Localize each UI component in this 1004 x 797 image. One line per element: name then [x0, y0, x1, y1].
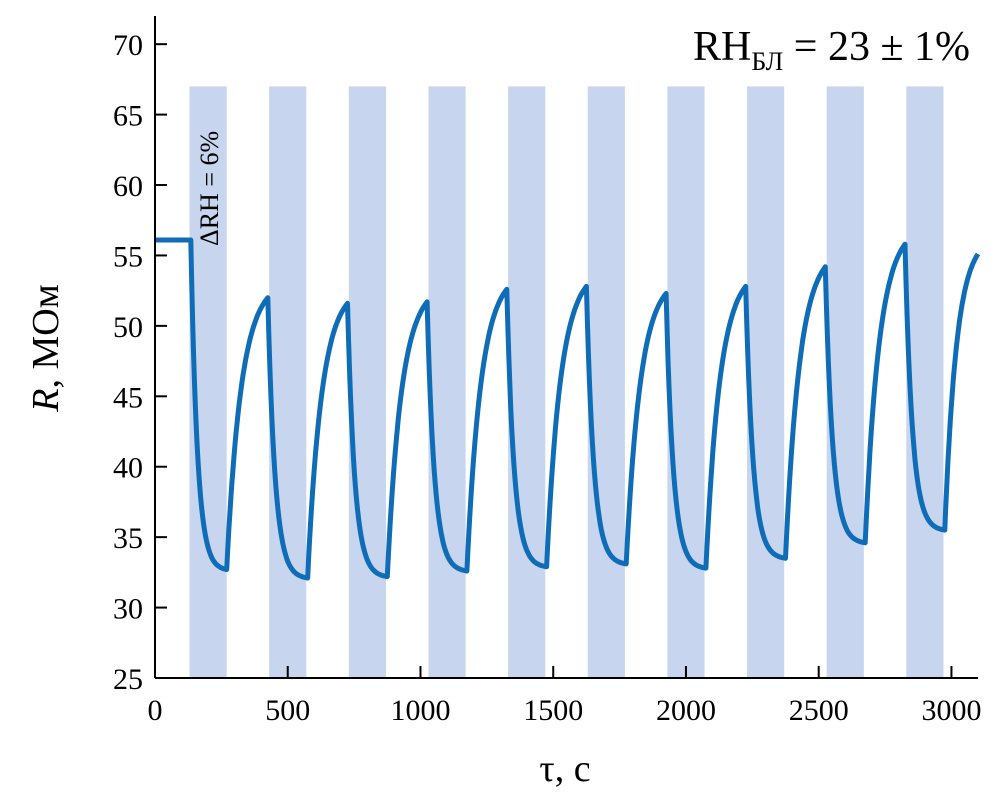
y-tick-label-55: 55: [113, 240, 143, 273]
y-axis-label: R, МОм: [25, 284, 67, 413]
baseline-humidity-annotation: RHБЛ = 23 ± 1%: [693, 24, 970, 76]
humidity-band-8: [747, 86, 785, 678]
humidity-band-4: [428, 86, 466, 678]
series-group: [155, 237, 981, 581]
y-tick-label-70: 70: [113, 29, 143, 62]
x-tick-label-2000: 2000: [656, 694, 716, 727]
x-tick-label-0: 0: [148, 694, 163, 727]
humidity-band-10: [906, 86, 944, 678]
humidity-band-2: [269, 86, 307, 678]
humidity-band-5: [508, 86, 546, 678]
y-tick-label-50: 50: [113, 311, 143, 344]
x-tick-label-1500: 1500: [523, 694, 583, 727]
humidity-band-9: [826, 86, 864, 678]
y-axis-label-variable: R: [25, 389, 67, 413]
axes: [154, 16, 978, 679]
y-tick-label-45: 45: [113, 381, 143, 414]
y-tick-label-65: 65: [113, 100, 143, 133]
x-tick-label-2500: 2500: [789, 694, 849, 727]
y-tick-label-40: 40: [113, 452, 143, 485]
humidity-band-7: [667, 86, 705, 678]
humidity-band-6: [587, 86, 625, 678]
x-tick-label-1000: 1000: [390, 694, 450, 727]
y-axis-label-unit: , МОм: [25, 284, 67, 388]
resistance-series-line-1: [155, 237, 981, 581]
y-tick-label-30: 30: [113, 593, 143, 626]
y-tick-label-25: 25: [113, 663, 143, 696]
humidity-pulse-bands: [189, 86, 944, 678]
ticks: 0 500 1000 1500 2000 2500 3000 25 30 35 40 45 50 55 60…: [113, 29, 981, 727]
humidity-band-3: [348, 86, 386, 678]
x-tick-label-500: 500: [265, 694, 310, 727]
y-tick-label-35: 35: [113, 522, 143, 555]
x-axis-label: τ, с: [539, 748, 590, 790]
x-tick-label-3000: 3000: [921, 694, 981, 727]
y-tick-label-60: 60: [113, 170, 143, 203]
delta-humidity-annotation: ΔRH = 6%: [195, 131, 224, 246]
